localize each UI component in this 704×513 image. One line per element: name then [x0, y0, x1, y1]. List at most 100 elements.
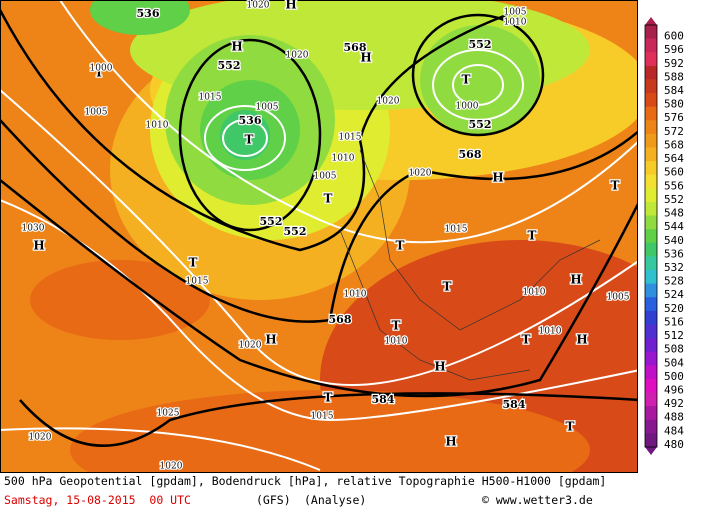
scale-swatch — [645, 93, 657, 108]
footer-date: Samstag, 15-08-2015 00 UTC — [4, 493, 191, 507]
pressure-center: T — [611, 179, 620, 193]
scale-swatch — [645, 229, 657, 244]
scale-swatch — [645, 419, 657, 434]
pressure-label: 1010 — [385, 337, 408, 347]
pressure-label: 1005 — [314, 172, 337, 182]
scale-label: 532 — [664, 261, 684, 274]
scale-label: 540 — [664, 234, 684, 247]
geopotential-label: 568 — [329, 313, 352, 326]
pressure-center: H — [492, 171, 503, 185]
scale-swatch — [645, 283, 657, 298]
scale-swatch — [645, 161, 657, 176]
geopotential-label: 552 — [284, 225, 307, 238]
map-frame — [0, 0, 638, 473]
geopotential-label: 552 — [469, 118, 492, 131]
scale-label: 600 — [664, 30, 684, 43]
scale-swatch — [645, 106, 657, 121]
scale-label: 544 — [664, 220, 684, 233]
scale-label: 560 — [664, 166, 684, 179]
pressure-label: 1020 — [160, 462, 183, 472]
scale-label: 484 — [664, 424, 684, 437]
scale-swatch — [645, 52, 657, 67]
scale-swatch — [645, 133, 657, 149]
scale-label: 496 — [664, 384, 684, 397]
scale-swatch — [645, 65, 657, 80]
scale-label: 520 — [664, 302, 684, 315]
scale-frame — [644, 24, 658, 448]
scale-label: 504 — [664, 356, 684, 369]
pressure-center: T — [245, 133, 254, 147]
scale-label: 512 — [664, 329, 684, 342]
pressure-label: 1010 — [332, 154, 355, 164]
scale-arrow — [645, 447, 657, 455]
pressure-center: T — [324, 391, 333, 405]
pressure-label: 1020 — [377, 97, 400, 107]
pressure-center: H — [265, 333, 276, 347]
scale-label: 528 — [664, 275, 684, 288]
scale-label: 596 — [664, 43, 684, 56]
pressure-label: 1010 — [539, 327, 562, 337]
pressure-center: T — [566, 420, 575, 434]
scale-swatch — [645, 79, 657, 94]
pressure-label: 1010 — [344, 290, 367, 300]
pressure-label: 1015 — [339, 133, 362, 143]
pressure-center: T — [462, 73, 471, 87]
scale-label: 556 — [664, 179, 684, 192]
scale-swatch — [645, 174, 657, 189]
pressure-label: 1005 — [85, 108, 108, 118]
geopotential-label: 552 — [260, 215, 283, 228]
scale-label: 500 — [664, 370, 684, 383]
pressure-label: 1025 — [157, 409, 180, 419]
scale-label: 580 — [664, 98, 684, 111]
pressure-center: H — [576, 333, 587, 347]
pressure-center: T — [396, 239, 405, 253]
footer-analysis: (Analyse) — [304, 493, 367, 507]
pressure-center: H — [360, 51, 371, 65]
footer-line1: 500 hPa Geopotential [gpdam], Bodendruck… — [4, 474, 607, 488]
pressure-center: H — [434, 360, 445, 374]
pressure-label: 1000 — [90, 64, 113, 74]
scale-swatch — [645, 310, 657, 325]
pressure-center: T — [324, 192, 333, 206]
scale-label: 592 — [664, 57, 684, 70]
scale-swatch — [645, 256, 657, 271]
footer-model: (GFS) — [256, 493, 291, 507]
scale-label: 572 — [664, 125, 684, 138]
geopotential-label: 568 — [459, 148, 482, 161]
pressure-label: 1010 — [523, 288, 546, 298]
scale-label: 480 — [664, 438, 684, 451]
scale-label: 568 — [664, 138, 684, 151]
scale-swatch — [645, 406, 657, 421]
pressure-center: H — [570, 273, 581, 287]
pressure-center: T — [522, 333, 531, 347]
scale-label: 516 — [664, 315, 684, 328]
pressure-label: 1015 — [199, 93, 222, 103]
pressure-label: 1030 — [22, 224, 45, 234]
scale-swatch — [645, 270, 657, 285]
scale-swatch — [645, 215, 657, 230]
scale-label: 488 — [664, 411, 684, 424]
geopotential-label: 584 — [503, 398, 526, 411]
geopotential-label: 536 — [239, 114, 262, 127]
scale-label: 492 — [664, 397, 684, 410]
pressure-label: 1010 — [146, 121, 169, 131]
scale-swatch — [645, 25, 657, 40]
pressure-label: 1020 — [29, 433, 52, 443]
pressure-label: 1020 — [286, 51, 309, 61]
pressure-center: H — [231, 40, 242, 54]
scale-swatch — [645, 392, 657, 407]
scale-swatch — [645, 188, 657, 203]
map: 6005965925885845805765725685645605565525… — [0, 0, 684, 473]
scale-swatch — [645, 297, 657, 312]
pressure-label: 1020 — [247, 1, 270, 11]
scale-swatch — [645, 351, 657, 366]
scale-label: 588 — [664, 70, 684, 83]
scale-swatch — [645, 242, 657, 257]
scale-label: 524 — [664, 288, 684, 301]
geopotential-label: 568 — [344, 41, 367, 54]
footer-credit: © www.wetter3.de — [482, 493, 593, 507]
color-scale: 6005965925885845805765725685645605565525… — [644, 17, 684, 455]
geopotential-label: 552 — [218, 59, 241, 72]
scale-swatch — [645, 338, 657, 353]
